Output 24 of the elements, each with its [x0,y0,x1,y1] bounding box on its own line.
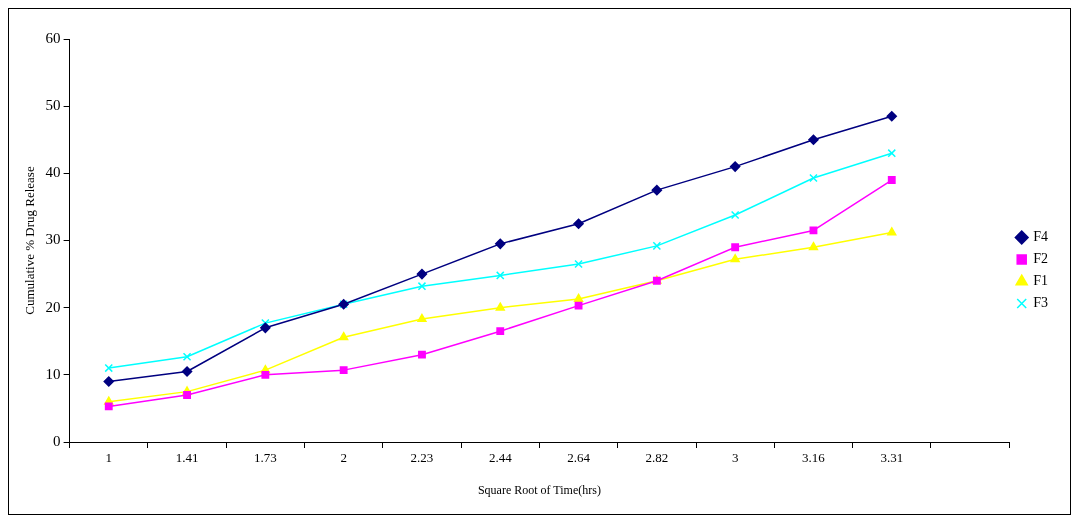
y-tick-label: 10 [45,365,61,382]
x-tick-label: 1 [105,450,112,466]
x-axis-title: Square Root of Time(hrs) [477,482,601,497]
x-tick-label: 3 [731,450,739,466]
y-tick-label: 50 [45,97,61,114]
y-tick-label: 0 [53,432,61,449]
y-tick-label: 20 [45,298,61,315]
x-tick-label: 2.82 [645,450,669,466]
x-tick-label: 3.31 [880,450,904,466]
x-tick-label: 2.23 [410,450,434,466]
x-tick-label: 3.16 [802,450,826,466]
legend-label: F2 [1033,251,1049,267]
y-axis-title: Cumulative % Drug Release [22,166,38,315]
x-tick-label: 1.73 [253,450,277,466]
x-tick-label: 1.41 [175,450,199,466]
y-tick-label: 60 [45,29,61,46]
legend-label: F4 [1033,229,1049,245]
y-tick-label: 30 [45,231,61,248]
legend-label: F3 [1033,295,1049,311]
x-tick-label: 2.64 [567,450,591,466]
x-tick-label: 2.44 [488,450,513,466]
x-tick-label: 2 [340,450,347,466]
y-tick-label: 40 [45,164,61,181]
legend-label: F1 [1033,273,1049,289]
